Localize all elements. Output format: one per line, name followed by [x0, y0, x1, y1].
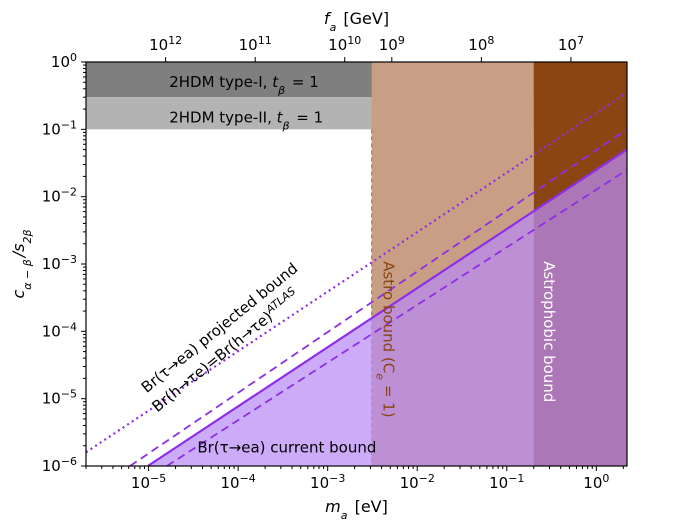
- y-tick-label: 10−3: [42, 253, 77, 274]
- current-bound-fill: [147, 149, 627, 466]
- y-tick-label: 10−5: [42, 387, 77, 408]
- series-line-2: [166, 169, 627, 466]
- x2-tick-label: 1012: [149, 34, 182, 55]
- astro-bound-label: Astro bound (Ce = 1): [374, 261, 398, 417]
- astrophobic-bound-label: Astrophobic bound: [540, 261, 558, 402]
- series-layer: [86, 91, 627, 466]
- series-line-1: [129, 128, 627, 466]
- x2-tick-label: 107: [558, 34, 584, 55]
- x-tick-label: 10−3: [310, 472, 345, 493]
- x2-tick-label: 108: [468, 34, 494, 55]
- y-axis-label: cα − β/s2β: [9, 229, 34, 298]
- axes-layer: 10−5 10−4 10−3 10−2 10−1 100 10−6 10−5 10−4 10−3 1…: [9, 9, 624, 522]
- x2-tick-label: 1010: [328, 34, 361, 55]
- y-tick-label: 100: [51, 51, 77, 72]
- y-tick-label: 10−4: [42, 320, 77, 341]
- region-label-0: 2HDM type-I, tβ = 1: [169, 73, 319, 97]
- current-bound-label: Br(τ→ea) current bound: [197, 438, 376, 456]
- series-line-3: [86, 91, 627, 454]
- x-tick-label: 100: [583, 472, 609, 493]
- y-tick-label: 10−6: [42, 455, 77, 476]
- region-label-1: 2HDM type-II, tβ = 1: [169, 109, 323, 133]
- x-tick-label: 10−4: [220, 472, 255, 493]
- x-tick-label: 10−5: [131, 472, 166, 493]
- x-tick-label: 10−1: [489, 472, 524, 493]
- y-tick-label: 10−2: [42, 185, 77, 206]
- x-axis-label: ma [eV]: [325, 497, 388, 522]
- x2-axis-label: fa [GeV]: [324, 9, 389, 34]
- x-tick-label: 10−2: [400, 472, 435, 493]
- y-tick-label: 10−1: [42, 118, 77, 139]
- x2-tick-label: 1011: [239, 34, 272, 55]
- x2-tick-label: 109: [379, 34, 405, 55]
- series-line-0: [147, 148, 627, 466]
- annotation-1: Br(τ→ea) projected bound: [138, 259, 301, 396]
